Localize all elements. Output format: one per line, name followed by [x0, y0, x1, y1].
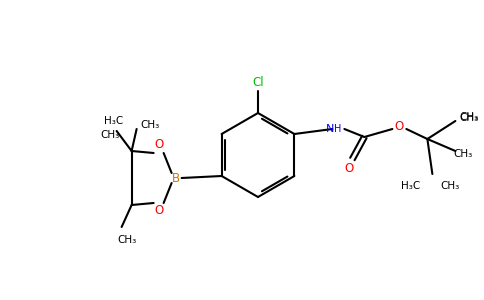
Text: CH₃: CH₃ — [140, 120, 159, 130]
Text: O: O — [154, 205, 163, 218]
Text: B: B — [171, 172, 180, 184]
Text: CH₃: CH₃ — [460, 113, 479, 123]
Text: CH₃: CH₃ — [460, 112, 479, 122]
Text: CH₃: CH₃ — [454, 149, 473, 159]
Text: CH₃: CH₃ — [441, 181, 460, 191]
Text: CH₃: CH₃ — [100, 130, 119, 140]
Text: H: H — [333, 124, 341, 134]
Text: O: O — [345, 161, 354, 175]
Text: O: O — [154, 139, 163, 152]
Text: CH₃: CH₃ — [117, 235, 136, 245]
Text: H₃C: H₃C — [105, 116, 123, 126]
Text: O: O — [395, 121, 404, 134]
Text: H₃C: H₃C — [401, 181, 421, 191]
Text: N: N — [326, 124, 334, 134]
Text: Cl: Cl — [252, 76, 264, 89]
